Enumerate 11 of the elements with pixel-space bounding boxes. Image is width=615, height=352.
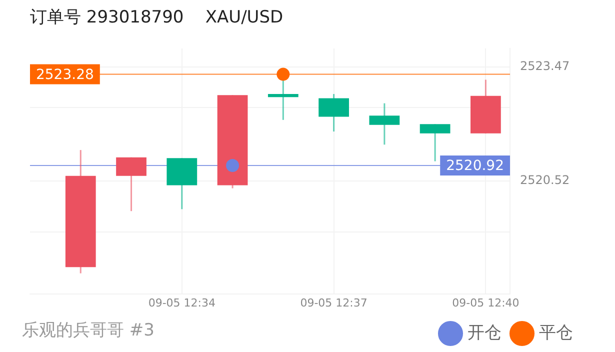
text: 乐观的兵哥哥 #3 xyxy=(22,320,154,340)
x-tick-label: 09-05 12:34 xyxy=(148,296,216,310)
x-tick-label: 09-05 12:37 xyxy=(300,296,368,310)
y-tick-label: 2523.47 xyxy=(520,59,570,74)
y-tick-label: 2520.52 xyxy=(520,173,570,188)
ref-line-label: 2520.92 xyxy=(446,158,504,174)
chart-title: 订单号 293018790 XAU/USD xyxy=(30,8,284,28)
ref-line-label: 2523.28 xyxy=(36,66,94,83)
legend-label: 开仓 xyxy=(468,322,502,343)
legend-label: 平仓 xyxy=(539,322,573,343)
x-tick-label: 09-05 12:40 xyxy=(452,296,520,310)
